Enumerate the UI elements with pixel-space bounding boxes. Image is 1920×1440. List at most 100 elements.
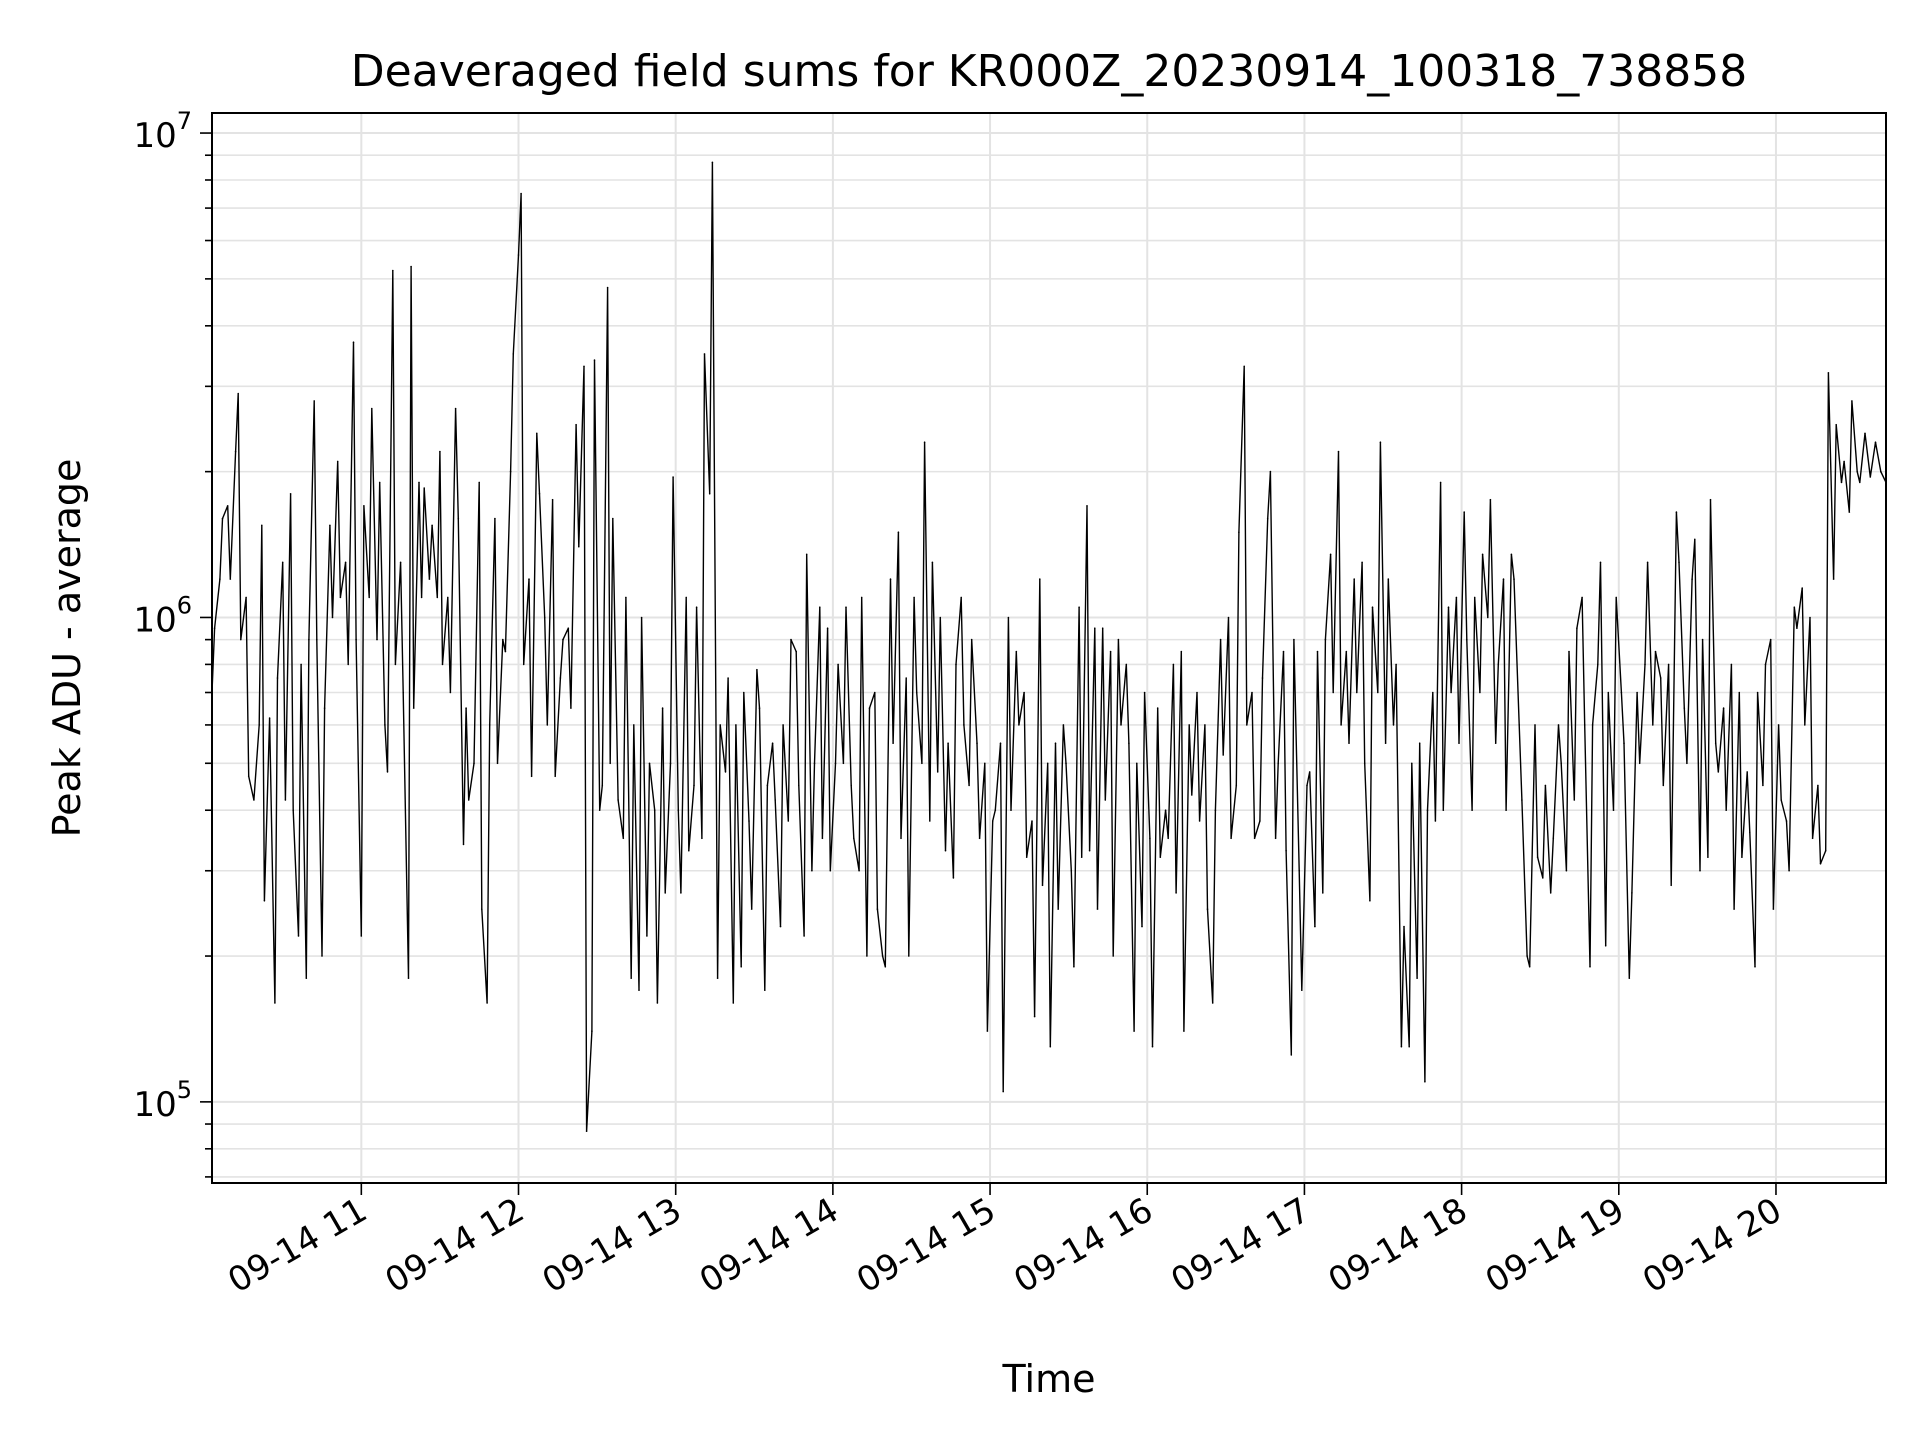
data-point <box>494 517 496 520</box>
data-point <box>258 724 261 726</box>
data-point <box>1581 596 1583 599</box>
data-point <box>1120 724 1122 726</box>
data-point <box>1025 856 1028 858</box>
data-point <box>305 977 308 979</box>
data-point <box>420 596 423 599</box>
data-point <box>1811 837 1814 840</box>
data-point <box>732 1002 735 1004</box>
data-point <box>344 561 347 564</box>
data-point <box>1756 691 1759 694</box>
data-point <box>653 809 656 811</box>
data-point <box>1172 663 1175 666</box>
data-point <box>1714 742 1717 744</box>
data-point <box>1219 638 1222 641</box>
data-point <box>826 627 829 629</box>
data-point <box>1369 900 1371 902</box>
data-point <box>1117 638 1120 641</box>
data-point <box>1010 809 1012 811</box>
data-point <box>724 771 727 773</box>
grid <box>212 113 1886 1183</box>
data-point <box>1840 481 1843 484</box>
data-point <box>766 784 769 787</box>
data-point <box>1772 908 1775 910</box>
data-point <box>1277 762 1279 765</box>
data-point <box>606 286 609 289</box>
data-point <box>1143 691 1146 694</box>
data-point <box>1204 724 1206 726</box>
data-point <box>1827 372 1830 374</box>
data-point <box>708 493 711 495</box>
data-point <box>1793 606 1796 608</box>
data-point <box>1361 561 1363 564</box>
data-point <box>994 809 997 811</box>
data-point <box>281 561 284 564</box>
series-points <box>211 161 1887 1132</box>
data-point <box>1780 799 1782 801</box>
data-point <box>1104 799 1107 801</box>
data-point <box>1505 809 1507 811</box>
data-point <box>984 762 986 765</box>
data-point <box>1725 809 1727 811</box>
data-point <box>1549 892 1552 894</box>
data-point <box>1080 856 1083 858</box>
data-point <box>1749 831 1751 834</box>
data-point <box>999 742 1002 744</box>
data-point <box>1620 691 1623 694</box>
data-point <box>1316 650 1319 653</box>
data-point <box>253 799 255 801</box>
data-point <box>1683 707 1686 709</box>
data-point <box>1638 762 1641 765</box>
data-point <box>1463 511 1465 513</box>
data-point <box>371 407 373 410</box>
data-point <box>1691 578 1693 580</box>
data-point <box>1285 849 1287 852</box>
data-point <box>1678 561 1680 564</box>
data-point <box>1518 724 1520 726</box>
data-point <box>1196 691 1198 694</box>
data-point <box>829 869 832 872</box>
data-point <box>1819 863 1822 865</box>
data-point <box>368 596 371 599</box>
data-point <box>575 423 577 426</box>
data-point <box>1597 663 1599 666</box>
data-point <box>727 677 729 679</box>
data-point <box>672 476 674 478</box>
data-point <box>900 837 902 840</box>
data-point <box>1497 663 1500 666</box>
data-point <box>1322 892 1324 894</box>
data-point <box>638 989 640 991</box>
data-point <box>743 691 745 694</box>
data-point <box>538 493 541 495</box>
data-point <box>1149 837 1151 840</box>
data-point <box>363 505 365 507</box>
data-point <box>1356 691 1358 694</box>
data-point <box>1301 989 1303 991</box>
data-point <box>229 578 232 580</box>
data-point <box>646 935 648 937</box>
data-point <box>648 762 651 765</box>
data-point <box>394 663 397 666</box>
data-point <box>1251 691 1253 694</box>
data-point <box>1345 650 1348 653</box>
data-point <box>1466 638 1468 641</box>
data-point <box>1133 1030 1135 1032</box>
data-point <box>850 784 852 787</box>
data-point <box>771 742 774 744</box>
data-point <box>488 724 491 726</box>
data-point <box>1259 820 1261 822</box>
data-point <box>378 481 381 484</box>
data-point <box>1395 663 1397 666</box>
data-point <box>583 365 585 368</box>
data-point <box>1159 856 1162 858</box>
data-point <box>1384 742 1387 744</box>
data-point <box>868 707 871 709</box>
data-point <box>1332 691 1334 694</box>
data-point <box>1489 498 1492 501</box>
data-point <box>1269 470 1272 473</box>
data-point <box>955 663 957 666</box>
data-point <box>352 341 355 344</box>
data-point <box>612 517 614 520</box>
data-point <box>837 663 839 666</box>
data-point <box>1432 691 1434 694</box>
data-point <box>1832 578 1835 580</box>
